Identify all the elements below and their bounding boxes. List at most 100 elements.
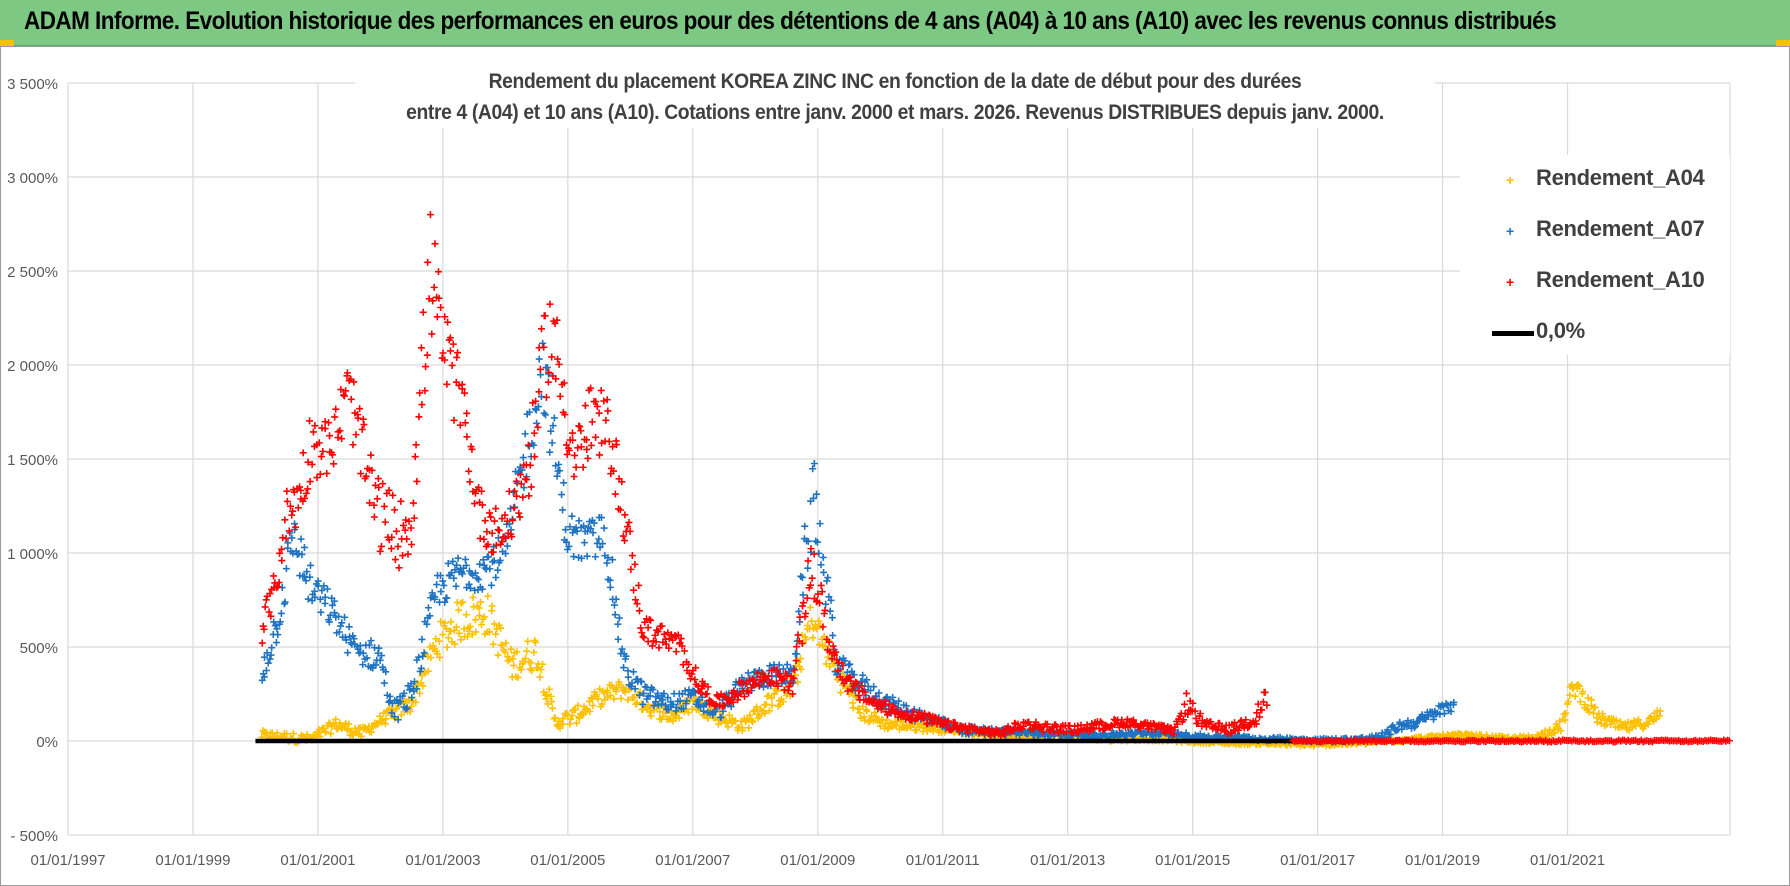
data-point (535, 355, 543, 363)
data-point (556, 724, 564, 732)
data-point (804, 537, 812, 545)
data-point (325, 419, 333, 427)
data-point (600, 397, 608, 405)
data-point (597, 386, 605, 394)
data-point (660, 630, 668, 638)
data-point (454, 554, 462, 562)
data-point (410, 514, 418, 522)
data-point (828, 614, 836, 622)
data-point (1422, 715, 1430, 723)
data-point (1181, 700, 1189, 708)
y-tick-label: 1 500% (7, 452, 58, 469)
data-point (813, 538, 821, 546)
data-point (811, 621, 819, 629)
data-point (686, 675, 694, 683)
data-point (485, 628, 493, 636)
data-point (530, 648, 538, 656)
data-point (555, 461, 563, 469)
data-point (822, 600, 830, 608)
data-point (321, 599, 329, 607)
data-point (560, 479, 568, 487)
data-point (561, 411, 569, 419)
data-point (872, 712, 880, 720)
data-point (382, 668, 390, 676)
data-point (534, 403, 542, 411)
data-point (551, 714, 559, 722)
data-point (717, 713, 725, 721)
data-point (390, 713, 398, 721)
data-point (322, 728, 330, 736)
data-point (848, 686, 856, 694)
data-point (544, 700, 552, 708)
data-point (418, 401, 426, 409)
x-tick-label: 01/01/1997 (30, 852, 105, 869)
data-point (281, 598, 289, 606)
data-point (494, 526, 502, 534)
data-point (633, 600, 641, 608)
data-point (489, 640, 497, 648)
data-point (792, 657, 800, 665)
data-point (273, 625, 281, 633)
data-point (455, 629, 463, 637)
data-point (574, 444, 582, 452)
data-point (794, 631, 802, 639)
data-point (593, 402, 601, 410)
data-point (343, 369, 351, 377)
data-point (626, 527, 634, 535)
data-point (902, 702, 910, 710)
data-point (804, 564, 812, 572)
data-point (755, 682, 763, 690)
data-point (606, 583, 614, 591)
data-point (550, 414, 558, 422)
data-point (330, 597, 338, 605)
data-point (481, 517, 489, 525)
data-point (395, 564, 403, 572)
data-point (513, 492, 521, 500)
x-tick-label: 01/01/2007 (655, 852, 730, 869)
data-point (425, 295, 433, 303)
data-point (475, 576, 483, 584)
data-point (906, 715, 914, 723)
data-point (435, 637, 443, 645)
data-point (889, 702, 897, 710)
data-point (373, 495, 381, 503)
data-point (544, 378, 552, 386)
data-point (321, 425, 329, 433)
data-point (1252, 720, 1260, 728)
data-point (358, 425, 366, 433)
data-point (487, 581, 495, 589)
data-point (589, 529, 597, 537)
data-point (617, 695, 625, 703)
data-point (635, 607, 643, 615)
data-point (405, 517, 413, 525)
data-point (335, 612, 343, 620)
data-point (630, 694, 638, 702)
data-point (406, 708, 414, 716)
data-point (281, 516, 289, 524)
data-point (549, 422, 557, 430)
data-point (443, 380, 451, 388)
data-point (374, 475, 382, 483)
data-point (793, 650, 801, 658)
data-point (583, 445, 591, 453)
data-point (437, 618, 445, 626)
data-point (659, 696, 667, 704)
data-point (335, 628, 343, 636)
data-point (429, 297, 437, 305)
data-point (487, 513, 495, 521)
data-point (394, 543, 402, 551)
banner-corner-left (0, 40, 14, 46)
data-point (328, 601, 336, 609)
data-point (665, 644, 673, 652)
legend-label-zero: 0,0% (1536, 318, 1585, 343)
y-tick-label: - 500% (10, 828, 58, 845)
data-point (299, 449, 307, 457)
data-point (810, 459, 818, 467)
data-point (599, 540, 607, 548)
data-point (685, 661, 693, 669)
data-point (490, 620, 498, 628)
legend-marker-a07: + (1506, 223, 1514, 239)
data-point (435, 294, 443, 302)
data-point (909, 707, 917, 715)
data-point (397, 697, 405, 705)
